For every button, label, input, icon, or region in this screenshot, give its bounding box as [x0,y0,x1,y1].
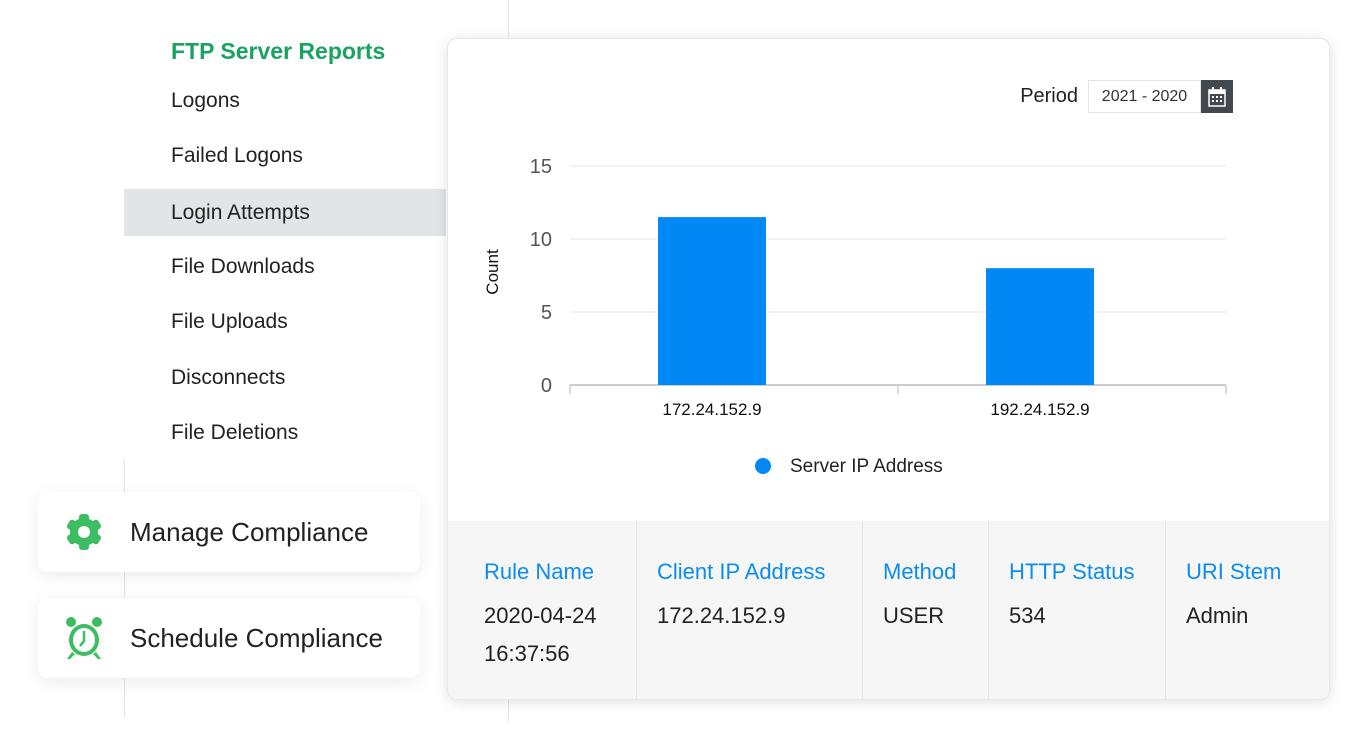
sidebar-item-failed-logons[interactable]: Failed Logons [171,144,303,167]
sidebar-item-file-deletions[interactable]: File Deletions [171,421,299,444]
y-tick-label: 15 [530,156,552,178]
sidebar-item-login-attempts[interactable]: Login Attempts [124,189,446,236]
period-label: Period [1020,85,1078,107]
legend-marker [755,458,771,474]
column-header-uri-stem[interactable]: URI Stem [1186,559,1282,584]
period-filter: Period 2021 - 2020 [1020,80,1233,113]
calendar-icon[interactable] [1201,80,1233,113]
sidebar-item-file-uploads[interactable]: File Uploads [171,310,288,333]
gear-icon [67,514,101,550]
table-column: Rule Name 2020-04-24 16:37:56 [448,521,637,699]
connector-line [124,453,125,718]
manage-compliance-label: Manage Compliance [130,516,369,547]
period-input[interactable]: 2021 - 2020 [1088,80,1201,113]
y-axis-label: Count [483,249,502,295]
y-tick-label: 5 [541,302,552,324]
cell-http-status: 534 [1009,603,1046,628]
table-column: Method USER [863,521,989,699]
cell-uri-stem: Admin [1186,603,1249,628]
bar[interactable] [986,268,1094,385]
sidebar: FTP Server Reports Logons Failed Logons … [124,0,446,460]
sidebar-item-file-downloads[interactable]: File Downloads [171,255,315,278]
sidebar-title: FTP Server Reports [171,38,386,64]
table-column: HTTP Status 534 [989,521,1166,699]
column-header-http-status[interactable]: HTTP Status [1009,559,1135,584]
x-tick-label: 172.24.152.9 [662,400,761,419]
column-header-method[interactable]: Method [883,559,957,584]
column-header-rule-name[interactable]: Rule Name [484,559,595,584]
sidebar-item-disconnects[interactable]: Disconnects [171,366,286,389]
connector-line [508,700,509,722]
cell-client-ip: 172.24.152.9 [657,603,786,628]
manage-compliance-button[interactable]: Manage Compliance [38,492,420,572]
report-card: Period 2021 - 2020 Count 0 5 10 15 172.24.15… [447,38,1330,700]
table-column: Client IP Address 172.24.152.9 [637,521,863,699]
alarm-clock-icon [66,617,102,659]
connector-line [508,0,509,40]
x-tick-label: 192.24.152.9 [990,400,1089,419]
schedule-compliance-button[interactable]: Schedule Compliance [38,598,420,678]
bar-chart: Count 0 5 10 15 172.24.152.9 192.24.152.9 Ser… [483,156,1227,477]
bar[interactable] [658,217,766,385]
column-header-client-ip[interactable]: Client IP Address [657,559,826,584]
y-tick-label: 0 [541,375,552,397]
y-tick-label: 10 [530,229,552,251]
cell-rule-name: 2020-04-24 16:37:56 [484,603,597,666]
legend-label[interactable]: Server IP Address [790,456,943,477]
events-table: Rule Name 2020-04-24 16:37:56 Client IP A… [448,521,1329,699]
table-column: URI Stem Admin [1166,521,1329,699]
schedule-compliance-label: Schedule Compliance [130,622,383,653]
cell-method: USER [883,603,945,628]
sidebar-item-logons[interactable]: Logons [171,89,240,112]
